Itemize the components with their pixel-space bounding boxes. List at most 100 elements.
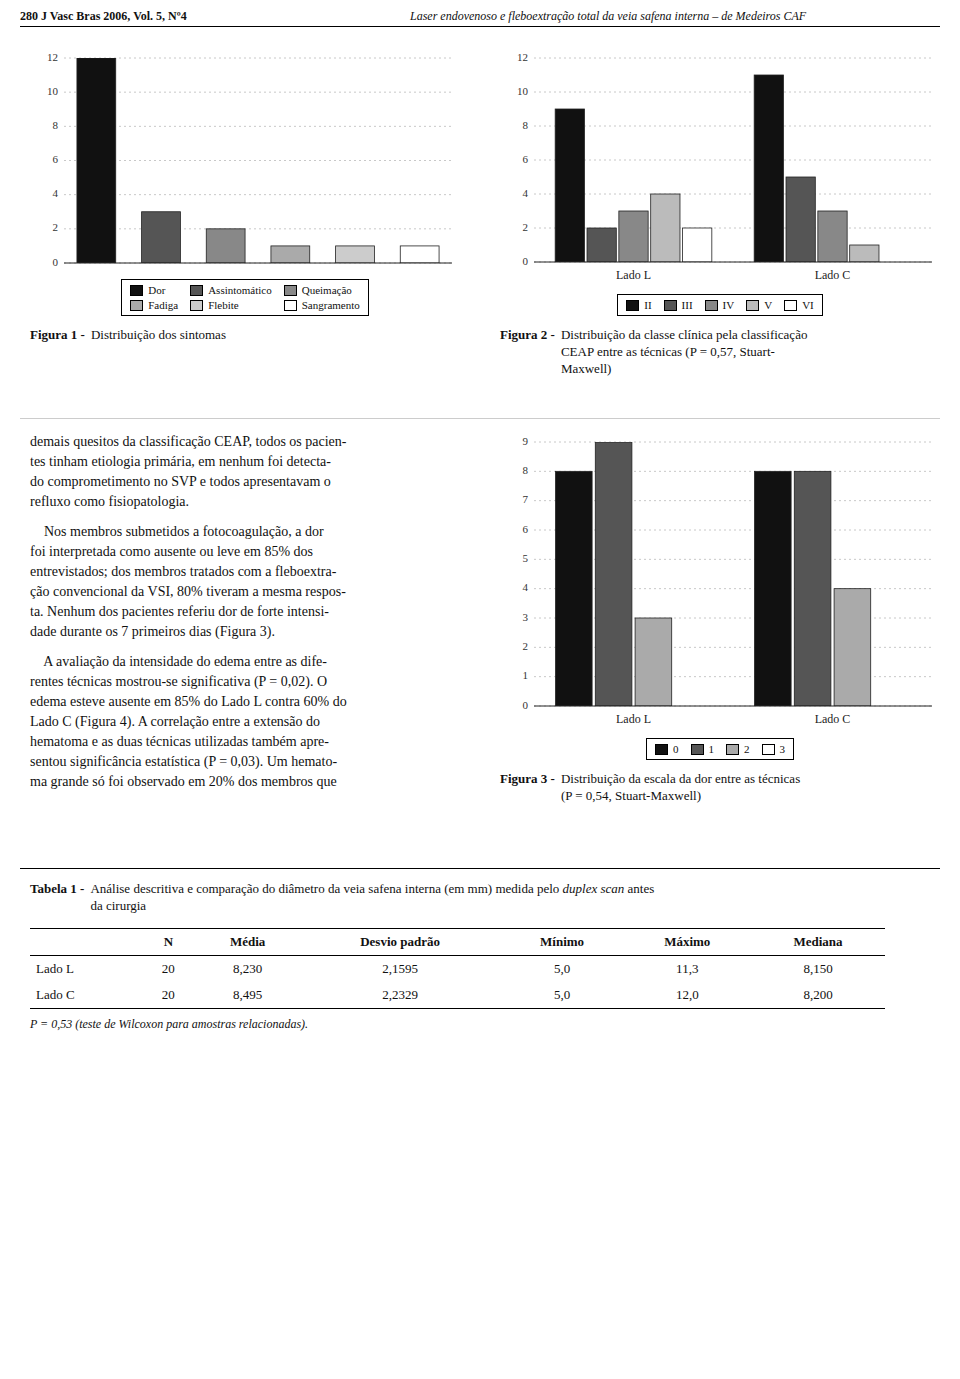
- bar: [77, 58, 116, 263]
- bar: [850, 245, 879, 262]
- legend-swatch: [655, 744, 668, 755]
- legend-label: 3: [780, 743, 786, 755]
- legend-swatch: [626, 300, 639, 311]
- bar: [142, 212, 181, 263]
- table-cell: 8,150: [751, 956, 885, 983]
- category-label: Lado C: [815, 712, 851, 726]
- tick-label: 2: [523, 640, 529, 652]
- row-label: Lado L: [30, 956, 141, 983]
- text-line: demais quesitos da classificação CEAP, t…: [30, 432, 480, 452]
- tick-label: 6: [523, 523, 529, 535]
- grid-line: [534, 647, 932, 648]
- table-cell: 5,0: [501, 956, 624, 983]
- chart-subtitle: Distribuição da escala da dor entre as t…: [561, 770, 800, 787]
- chart-subtitle: Maxwell): [561, 360, 808, 377]
- category-label: Lado L: [616, 712, 651, 726]
- grid-line: [534, 126, 932, 127]
- paragraph: demais quesitos da classificação CEAP, t…: [30, 432, 480, 512]
- category-label: Lado C: [815, 268, 851, 282]
- bar-chart: 0123456789Lado LLado C: [500, 432, 940, 732]
- caption-lines: Distribuição da escala da dor entre as t…: [561, 770, 800, 804]
- tick-label: 2: [523, 221, 529, 233]
- separator: [20, 868, 940, 869]
- column-header: Desvio padrão: [300, 929, 501, 956]
- bars: [77, 58, 439, 263]
- grid-line: [534, 262, 932, 263]
- tick-label: 8: [523, 119, 529, 131]
- column-header: Mínimo: [501, 929, 624, 956]
- legend-item: VI: [784, 299, 814, 311]
- caption-text: antes: [628, 881, 655, 896]
- y-axis: 024681012: [517, 51, 932, 267]
- table-corner: [30, 929, 141, 956]
- section: demais quesitos da classificação CEAP, t…: [30, 432, 480, 802]
- y-axis: 0123456789: [523, 435, 933, 711]
- bar: [786, 177, 815, 262]
- table-cell: 8,200: [751, 982, 885, 1009]
- bar: [271, 246, 310, 263]
- legend-label: VI: [802, 299, 814, 311]
- legend: DorAssintomáticoQueimaçãoFadigaFlebiteSa…: [121, 279, 369, 316]
- text-line: hematoma e as duas técnicas utilizadas t…: [30, 732, 480, 752]
- column-header: Mediana: [751, 929, 885, 956]
- table-cell: 8,230: [196, 956, 300, 983]
- tick-label: 6: [523, 153, 529, 165]
- caption: Figura 2 - Distribuição da classe clínica…: [500, 326, 940, 377]
- grid-line: [64, 194, 452, 195]
- grid-line: [534, 500, 932, 501]
- category-label: Lado L: [616, 268, 651, 282]
- legend-item: 3: [762, 743, 786, 755]
- bar: [206, 229, 245, 263]
- legend-label: 1: [709, 743, 715, 755]
- bar: [754, 75, 783, 262]
- grid-line: [64, 58, 452, 59]
- tick-label: 5: [523, 552, 529, 564]
- bar: [794, 471, 831, 706]
- grid-line: [534, 559, 932, 560]
- table-title: Tabela 1 -: [30, 880, 84, 914]
- bar: [400, 246, 439, 263]
- caption-line: da cirurgia: [90, 897, 654, 914]
- tick-label: 12: [47, 51, 58, 63]
- legend-swatch: [705, 300, 718, 311]
- legend: 0123: [646, 738, 794, 760]
- legend-swatch: [726, 744, 739, 755]
- caption-lines: Distribuição da classe clínica pela clas…: [561, 326, 808, 377]
- bar-chart: 024681012: [30, 48, 460, 273]
- bar: [818, 211, 847, 262]
- tick-label: 0: [53, 256, 59, 268]
- section: 0123456789Lado LLado C0123Figura 3 -Dist…: [500, 432, 940, 804]
- caption: Figura 3 -Distribuição da escala da dor …: [500, 770, 940, 804]
- legend-label: Dor: [148, 284, 165, 296]
- tick-label: 0: [523, 255, 529, 267]
- text-line: refluxo como fisiopatologia.: [30, 492, 480, 512]
- legend-swatch: [746, 300, 759, 311]
- grid-line: [534, 92, 932, 93]
- legend-label: V: [764, 299, 772, 311]
- legend-swatch: [784, 300, 797, 311]
- legend-item: Dor: [130, 284, 178, 296]
- table-cell: 20: [141, 982, 196, 1009]
- paragraph: Nos membros submetidos a fotocoagulação,…: [30, 522, 480, 642]
- tick-label: 3: [523, 611, 529, 623]
- legend-item: 2: [726, 743, 750, 755]
- grid-line: [64, 263, 452, 264]
- caption: Figura 1 - Distribuição dos sintomas: [30, 326, 460, 343]
- bars: [555, 75, 879, 262]
- chart-title: Figura 1 -: [30, 326, 85, 343]
- grid-line: [534, 194, 932, 195]
- x-axis-line: [534, 262, 932, 263]
- chart-subtitle: Distribuição da classe clínica pela clas…: [561, 326, 808, 343]
- text-line: entrevistados; dos membros tratados com …: [30, 562, 480, 582]
- legend-swatch: [762, 744, 775, 755]
- bar-chart: 024681012Lado LLado C: [500, 48, 940, 288]
- legend-item: 1: [691, 743, 715, 755]
- chart-title: Figura 2 -: [500, 326, 555, 377]
- chart-subtitle: CEAP entre as técnicas (P = 0,57, Stuart…: [561, 343, 808, 360]
- paragraph: A avaliação da intensidade do edema entr…: [30, 652, 480, 792]
- bar: [683, 228, 712, 262]
- caption-lines: Distribuição dos sintomas: [91, 326, 226, 343]
- legend-item: Sangramento: [284, 299, 360, 311]
- grid-line: [534, 58, 932, 59]
- legend-label: Fadiga: [148, 299, 178, 311]
